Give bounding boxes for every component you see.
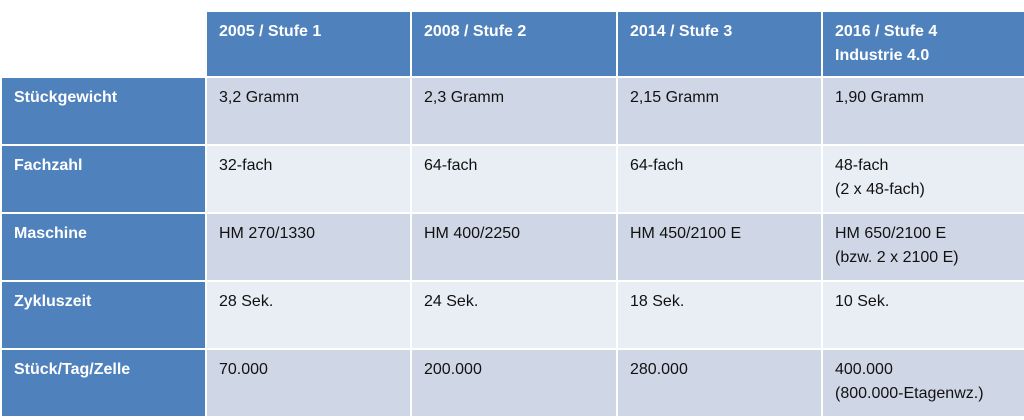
table-cell: 32-fach <box>207 146 410 212</box>
table-cell: 400.000 (800.000-Etagenwz.) <box>823 350 1024 416</box>
table: 2005 / Stufe 1 2008 / Stufe 2 2014 / Stufe… <box>2 12 1024 416</box>
cell-text: HM 650/2100 E <box>835 225 947 242</box>
cell-text: 18 Sek. <box>630 293 685 310</box>
cell-text: 70.000 <box>219 361 268 378</box>
cell-text: 48-fach <box>835 157 889 174</box>
table-cell: 70.000 <box>207 350 410 416</box>
column-header: 2016 / Stufe 4 Industrie 4.0 <box>823 12 1024 76</box>
table-cell: 3,2 Gramm <box>207 78 410 144</box>
table-cell: 2,15 Gramm <box>618 78 821 144</box>
table-cell: HM 650/2100 E (bzw. 2 x 2100 E) <box>823 214 1024 280</box>
table-cell: HM 270/1330 <box>207 214 410 280</box>
cell-text: HM 400/2250 <box>424 225 521 242</box>
table-cell: 48-fach (2 x 48-fach) <box>823 146 1024 212</box>
row-header: Stückgewicht <box>2 78 205 144</box>
cell-text: 200.000 <box>424 361 482 378</box>
cell-text: 64-fach <box>630 157 684 174</box>
cell-text: 32-fach <box>219 157 273 174</box>
cell-text: 24 Sek. <box>424 293 479 310</box>
table-cell: 2,3 Gramm <box>412 78 616 144</box>
cell-text: 2,15 Gramm <box>630 89 719 106</box>
cell-text: (bzw. 2 x 2100 E) <box>835 249 959 266</box>
row-header: Zykluszeit <box>2 282 205 348</box>
row-header: Maschine <box>2 214 205 280</box>
cell-text: HM 270/1330 <box>219 225 316 242</box>
row-header: Fachzahl <box>2 146 205 212</box>
cell-text: 2014 / Stufe 3 <box>630 23 733 40</box>
cell-text: 3,2 Gramm <box>219 89 300 106</box>
cell-text: 2016 / Stufe 4 <box>835 23 938 40</box>
cell-text: 2005 / Stufe 1 <box>219 23 322 40</box>
cell-text: Industrie 4.0 <box>835 47 930 64</box>
cell-text: 2,3 Gramm <box>424 89 505 106</box>
cell-text: 64-fach <box>424 157 478 174</box>
cell-text: 28 Sek. <box>219 293 274 310</box>
cell-text: (2 x 48-fach) <box>835 181 925 198</box>
table-cell: HM 400/2250 <box>412 214 616 280</box>
table-cell: 64-fach <box>412 146 616 212</box>
cell-text: (800.000-Etagenwz.) <box>835 385 984 402</box>
column-header: 2005 / Stufe 1 <box>207 12 410 76</box>
table-cell: 64-fach <box>618 146 821 212</box>
table-cell: HM 450/2100 E <box>618 214 821 280</box>
column-header: 2008 / Stufe 2 <box>412 12 616 76</box>
cell-text: 1,90 Gramm <box>835 89 924 106</box>
table-cell: 28 Sek. <box>207 282 410 348</box>
table-cell: 10 Sek. <box>823 282 1024 348</box>
cell-text: 400.000 <box>835 361 893 378</box>
cell-text: HM 450/2100 E <box>630 225 742 242</box>
cell-text: 280.000 <box>630 361 688 378</box>
table-cell: 18 Sek. <box>618 282 821 348</box>
column-header: 2014 / Stufe 3 <box>618 12 821 76</box>
corner-cell <box>2 12 205 76</box>
table-cell: 200.000 <box>412 350 616 416</box>
row-header: Stück/Tag/Zelle <box>2 350 205 416</box>
cell-text: 2008 / Stufe 2 <box>424 23 527 40</box>
table-cell: 280.000 <box>618 350 821 416</box>
cell-text: 10 Sek. <box>835 293 890 310</box>
table-cell: 24 Sek. <box>412 282 616 348</box>
table-cell: 1,90 Gramm <box>823 78 1024 144</box>
